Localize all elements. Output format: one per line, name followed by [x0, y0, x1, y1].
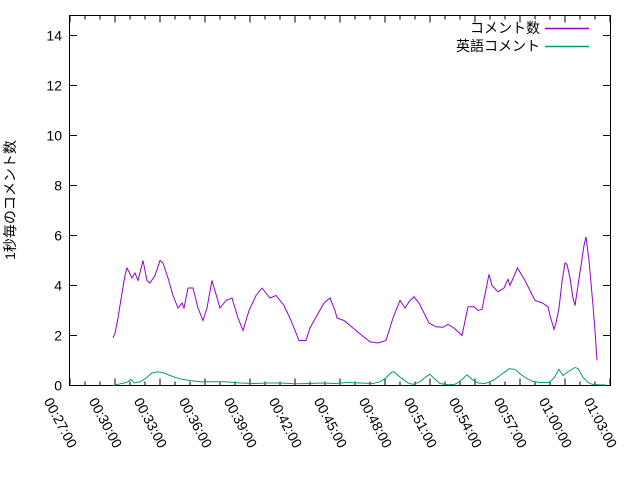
- y-tick-label: 8: [54, 178, 62, 194]
- legend-label-comment-count: コメント数: [470, 20, 540, 36]
- y-axis-title: 1秒毎のコメント数: [2, 140, 18, 260]
- x-tick-label: 00:42:00: [266, 395, 306, 451]
- x-tick-label: 00:36:00: [176, 395, 216, 451]
- x-tick-label: 00:30:00: [86, 395, 126, 451]
- x-tick-label: 01:03:00: [581, 395, 621, 451]
- legend-label-english-comments: 英語コメント: [456, 38, 540, 54]
- y-tick-label: 10: [46, 128, 62, 144]
- x-tick-labels: 00:27:00 00:30:00 00:33:00 00:36:00 00:39:00…: [41, 395, 621, 451]
- x-tick-label: 01:00:00: [536, 395, 576, 451]
- series-lines: [112, 236, 607, 386]
- x-tick-label: 00:54:00: [446, 395, 486, 451]
- y-tick-label: 2: [54, 328, 62, 344]
- x-tick-label: 00:39:00: [221, 395, 261, 451]
- legend: コメント数 英語コメント: [456, 20, 589, 54]
- y-tick-labels: 0 2 4 6 8 10 12 14: [46, 28, 62, 394]
- y-tick-label: 14: [46, 28, 62, 44]
- x-tick-label: 00:57:00: [491, 395, 531, 451]
- plot-border: [69, 15, 611, 386]
- comment-count-line: [112, 236, 598, 361]
- axis-ticks: [69, 15, 611, 386]
- english-comment-line: [112, 366, 607, 386]
- x-tick-label: 00:48:00: [356, 395, 396, 451]
- y-tick-label: 4: [54, 278, 62, 294]
- x-tick-label: 00:27:00: [41, 395, 81, 451]
- x-tick-label: 00:33:00: [131, 395, 171, 451]
- x-tick-label: 00:45:00: [311, 395, 351, 451]
- y-tick-label: 0: [54, 378, 62, 394]
- x-tick-label: 00:51:00: [401, 395, 441, 451]
- y-tick-label: 12: [46, 78, 62, 94]
- y-tick-label: 6: [54, 228, 62, 244]
